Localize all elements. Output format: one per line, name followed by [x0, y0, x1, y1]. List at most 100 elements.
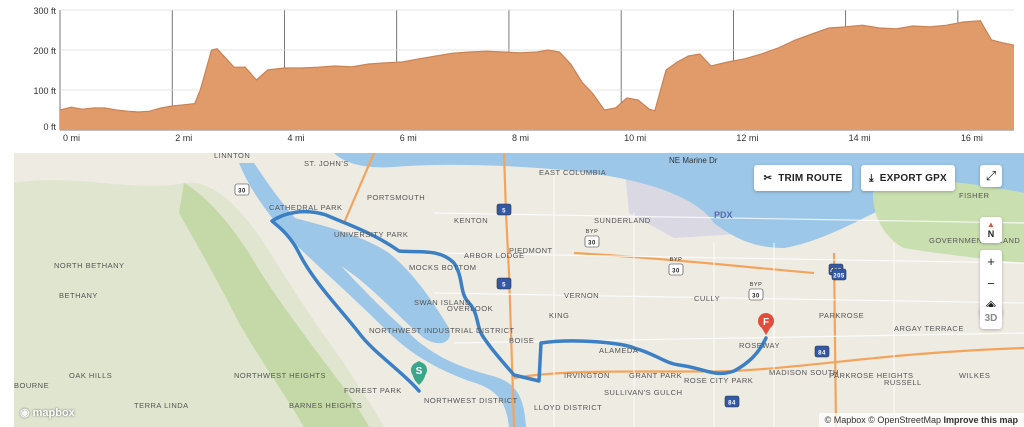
bypass-label: BYP — [750, 282, 763, 288]
trim-route-button[interactable]: ✂ TRIM ROUTE — [754, 165, 852, 191]
y-tick-label: 0 ft — [43, 122, 56, 132]
place-label: LINNTON — [214, 153, 250, 160]
download-icon: ⤓ — [869, 172, 874, 184]
place-label: LLOYD DISTRICT — [534, 403, 602, 412]
place-label: MADISON SOUTH — [769, 368, 839, 377]
place-label: ROSE CITY PARK — [684, 376, 753, 385]
place-label: VERNON — [564, 291, 599, 300]
zoom-in-button[interactable]: + — [987, 253, 995, 269]
highway-shield: 30 — [234, 183, 250, 196]
elevation-line — [59, 20, 1015, 113]
3d-button[interactable]: 3D — [984, 312, 998, 324]
place-label: BARNES HEIGHTS — [289, 401, 362, 410]
x-tick-label: 12 mi — [736, 133, 758, 143]
place-label: EAST COLUMBIA — [539, 168, 606, 177]
start-marker[interactable]: S — [411, 361, 427, 385]
place-label: SWAN ISLAND — [414, 298, 471, 307]
highway-shield-label: 30 — [588, 241, 596, 247]
place-label: NORTHWEST DISTRICT — [424, 396, 518, 405]
place-label: KENTON — [454, 216, 488, 225]
place-label: GOVERNMENT ISLAND — [929, 236, 1020, 245]
elevation-chart: 300 ft 200 ft 100 ft 0 ft 0 mi 2 mi 4 mi 6 mi 8… — [33, 6, 1015, 143]
attribution-improve[interactable]: Improve this map — [943, 415, 1018, 425]
willamette-river — [239, 163, 526, 427]
place-label: ALAMEDA — [599, 346, 638, 355]
elevation-x-axis: 0 mi 2 mi 4 mi 6 mi 8 mi 10 mi 12 mi 14 mi 16 mi — [63, 133, 983, 143]
street-label: NE Marine Dr — [669, 156, 718, 165]
highway-shield: 84 — [724, 395, 740, 408]
highway-shield: 205 — [831, 268, 847, 281]
place-label: ST. JOHN'S — [304, 159, 349, 168]
place-label: PIEDMONT — [509, 246, 553, 255]
place-label: UNIVERSITY PARK — [334, 230, 408, 239]
fullscreen-icon[interactable]: ⤢ — [985, 168, 997, 183]
highway-shield-label: 205 — [833, 274, 845, 280]
place-label: OAK HILLS — [69, 371, 112, 380]
place-label: IRVINGTON — [564, 371, 610, 380]
finish-marker[interactable]: F — [758, 313, 774, 335]
highway-shield-label: 5 — [502, 209, 506, 215]
place-label: ARBOR LODGE — [464, 251, 525, 260]
place-label: FISHER — [959, 191, 990, 200]
place-label: WILKES — [959, 371, 990, 380]
airport-label: PDX — [714, 210, 733, 220]
highway-shield-label: 84 — [728, 401, 736, 407]
mapbox-logo[interactable]: ◉ mapbox — [20, 406, 75, 420]
x-tick-label: 10 mi — [624, 133, 646, 143]
place-label: KING — [549, 311, 569, 320]
x-tick-label: 2 mi — [175, 133, 192, 143]
place-label: NORTHWEST HEIGHTS — [234, 371, 326, 380]
y-tick-label: 200 ft — [33, 46, 56, 56]
x-tick-label: 6 mi — [400, 133, 417, 143]
highway-shield-label: 5 — [502, 283, 506, 289]
place-label: BOISE — [509, 336, 534, 345]
route-map[interactable]: S F PDX NE Marine Dr LINNTON ST. JOHN'S CA… — [14, 153, 1024, 427]
place-label: RUSSELL — [884, 378, 922, 387]
compass-icon[interactable]: ▲ N — [987, 220, 995, 240]
y-tick-label: 300 ft — [33, 6, 56, 16]
highway-shield: 30 — [748, 288, 764, 301]
mapbox-logo-text: mapbox — [32, 406, 75, 419]
forest-park — [179, 183, 369, 427]
trim-route-label: TRIM ROUTE — [778, 172, 843, 184]
attribution-mapbox[interactable]: © Mapbox — [824, 415, 866, 425]
highway-shield: 30 — [668, 263, 684, 276]
map-attribution: © Mapbox © OpenStreetMap Improve this ma… — [818, 413, 1024, 427]
place-label: SUNDERLAND — [594, 216, 651, 225]
attribution-osm[interactable]: © OpenStreetMap — [868, 415, 941, 425]
3d-control[interactable]: 3D — [980, 307, 1002, 329]
export-gpx-button[interactable]: ⤓ EXPORT GPX — [861, 165, 955, 191]
mapbox-icon: ◉ — [20, 407, 30, 419]
bypass-label: BYP — [670, 257, 683, 263]
zoom-control[interactable]: + − ◈ — [980, 250, 1002, 316]
compass-control[interactable]: ▲ N — [980, 217, 1002, 243]
map-canvas[interactable]: S F PDX NE Marine Dr LINNTON ST. JOHN'S CA… — [14, 153, 1024, 427]
zoom-out-button[interactable]: − — [987, 275, 995, 291]
river-channel — [274, 213, 450, 344]
highway-shield: 5 — [496, 277, 512, 290]
place-label: GRANT PARK — [629, 371, 682, 380]
x-tick-label: 8 mi — [512, 133, 529, 143]
layers-icon[interactable]: ◈ — [986, 297, 996, 312]
place-label: TERRA LINDA — [134, 401, 189, 410]
highway-shield-label: 84 — [818, 351, 826, 357]
x-tick-label: 14 mi — [849, 133, 871, 143]
x-tick-label: 16 mi — [961, 133, 983, 143]
highway-shield: 5 — [496, 203, 512, 216]
place-label: NORTH BETHANY — [54, 261, 125, 270]
place-label: PORTSMOUTH — [367, 193, 425, 202]
route-path — [270, 209, 768, 393]
elevation-area — [60, 20, 1014, 130]
highway-shield-label: 30 — [672, 269, 680, 275]
highways — [342, 153, 1024, 427]
x-tick-label: 4 mi — [287, 133, 304, 143]
highway-shield-label: 30 — [752, 294, 760, 300]
elevation-y-axis: 300 ft 200 ft 100 ft 0 ft — [33, 6, 56, 132]
place-label: CATHEDRAL PARK — [269, 203, 343, 212]
compass-label: N — [987, 229, 995, 239]
y-tick-label: 100 ft — [33, 86, 56, 96]
place-label: FOREST PARK — [344, 386, 402, 395]
scissors-icon: ✂ — [763, 172, 773, 184]
fullscreen-control[interactable]: ⤢ — [980, 165, 1002, 187]
place-label: PARKROSE HEIGHTS — [829, 371, 914, 380]
